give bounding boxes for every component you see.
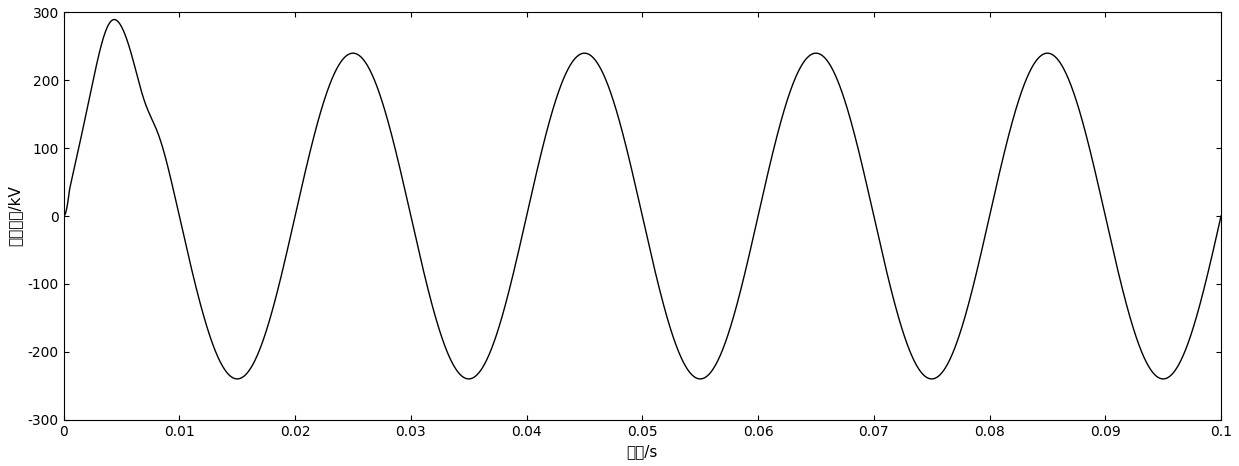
Y-axis label: 末端电压/kV: 末端电压/kV (7, 185, 22, 247)
X-axis label: 时间/s: 时间/s (627, 444, 658, 459)
